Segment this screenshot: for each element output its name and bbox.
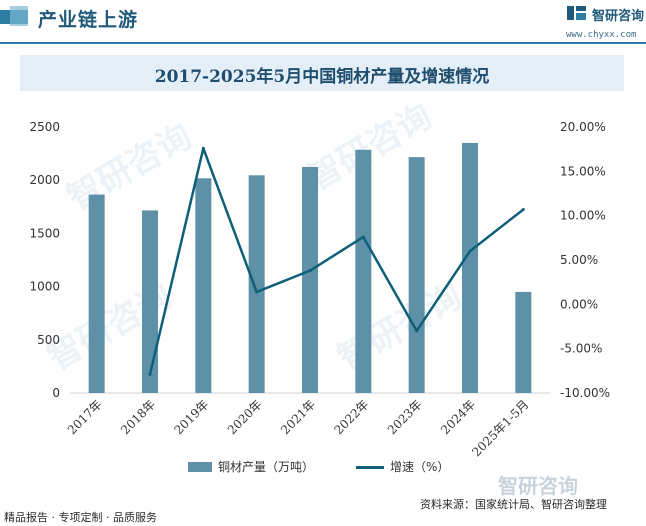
- x-tick-label: 2017年: [65, 397, 105, 437]
- growth-point: [201, 146, 205, 150]
- y-right-tick-label: -10.00%: [560, 386, 610, 400]
- x-tick-label: 2024年: [438, 397, 478, 437]
- growth-line: [148, 147, 525, 375]
- legend-line-swatch: [356, 466, 384, 469]
- legend-bar-swatch: [188, 462, 212, 472]
- bar: [248, 175, 265, 393]
- bar: [302, 167, 318, 393]
- growth-point: [361, 235, 365, 239]
- y-left-tick-label: 1500: [29, 226, 60, 240]
- x-tick-label: 2025年1-5月: [469, 397, 531, 459]
- y-right-tick-label: 5.00%: [560, 253, 598, 267]
- legend-label-production: 铜材产量（万吨）: [218, 460, 315, 474]
- brand-watermark: 智研咨询: [498, 474, 578, 498]
- x-tick-label: 2019年: [171, 397, 211, 437]
- x-tick-label: 2021年: [278, 397, 318, 437]
- growth-point: [521, 207, 525, 211]
- header-divider: [0, 42, 646, 44]
- bar: [408, 157, 425, 393]
- bar: [462, 142, 478, 393]
- y-left-tick-label: 500: [37, 333, 60, 347]
- source-note: 资料来源：国家统计局、智研咨询整理: [420, 498, 607, 511]
- y-right-tick-label: 15.00%: [560, 164, 606, 178]
- growth-point: [148, 372, 152, 376]
- x-tick-label: 2022年: [331, 397, 371, 437]
- chart-title: 2017-2025年5月中国铜材产量及增速情况: [154, 67, 490, 87]
- y-left-tick-label: 2000: [29, 173, 60, 187]
- y-left-tick-label: 0: [52, 386, 60, 400]
- section-title: 产业链上游: [38, 9, 139, 31]
- growth-point: [255, 290, 259, 294]
- bar: [142, 210, 158, 393]
- y-right-tick-label: 20.00%: [560, 120, 606, 134]
- legend-label-growth: 增速（%）: [390, 460, 450, 474]
- header-accent-shape: [10, 6, 28, 26]
- x-tick-label: 2023年: [385, 397, 425, 437]
- logo-text: 智研咨询: [592, 9, 645, 24]
- bar: [515, 291, 532, 393]
- y-right-tick-label: -5.00%: [560, 342, 602, 356]
- y-right-tick-label: 10.00%: [560, 209, 606, 223]
- header: 产业链上游 智研咨询 www.chyxx.com: [0, 0, 646, 44]
- logo-mark-icon: [567, 6, 586, 20]
- logo-url: www.chyxx.com: [566, 30, 637, 40]
- growth-point: [468, 249, 472, 253]
- bar: [355, 149, 372, 393]
- chart-title-band: 2017-2025年5月中国铜材产量及增速情况: [20, 55, 624, 91]
- bar: [195, 178, 212, 393]
- x-tick-label: 2018年: [118, 397, 158, 437]
- footer-tagline: 精品报告 · 专项定制 · 品质服务: [4, 511, 157, 524]
- growth-point: [308, 269, 312, 273]
- y-right-tick-label: 0.00%: [560, 297, 598, 311]
- y-left-tick-label: 1000: [29, 280, 60, 294]
- growth-point: [415, 329, 419, 333]
- x-tick-label: 2020年: [225, 397, 265, 437]
- bar: [88, 194, 105, 393]
- y-left-tick-label: 2500: [29, 120, 60, 134]
